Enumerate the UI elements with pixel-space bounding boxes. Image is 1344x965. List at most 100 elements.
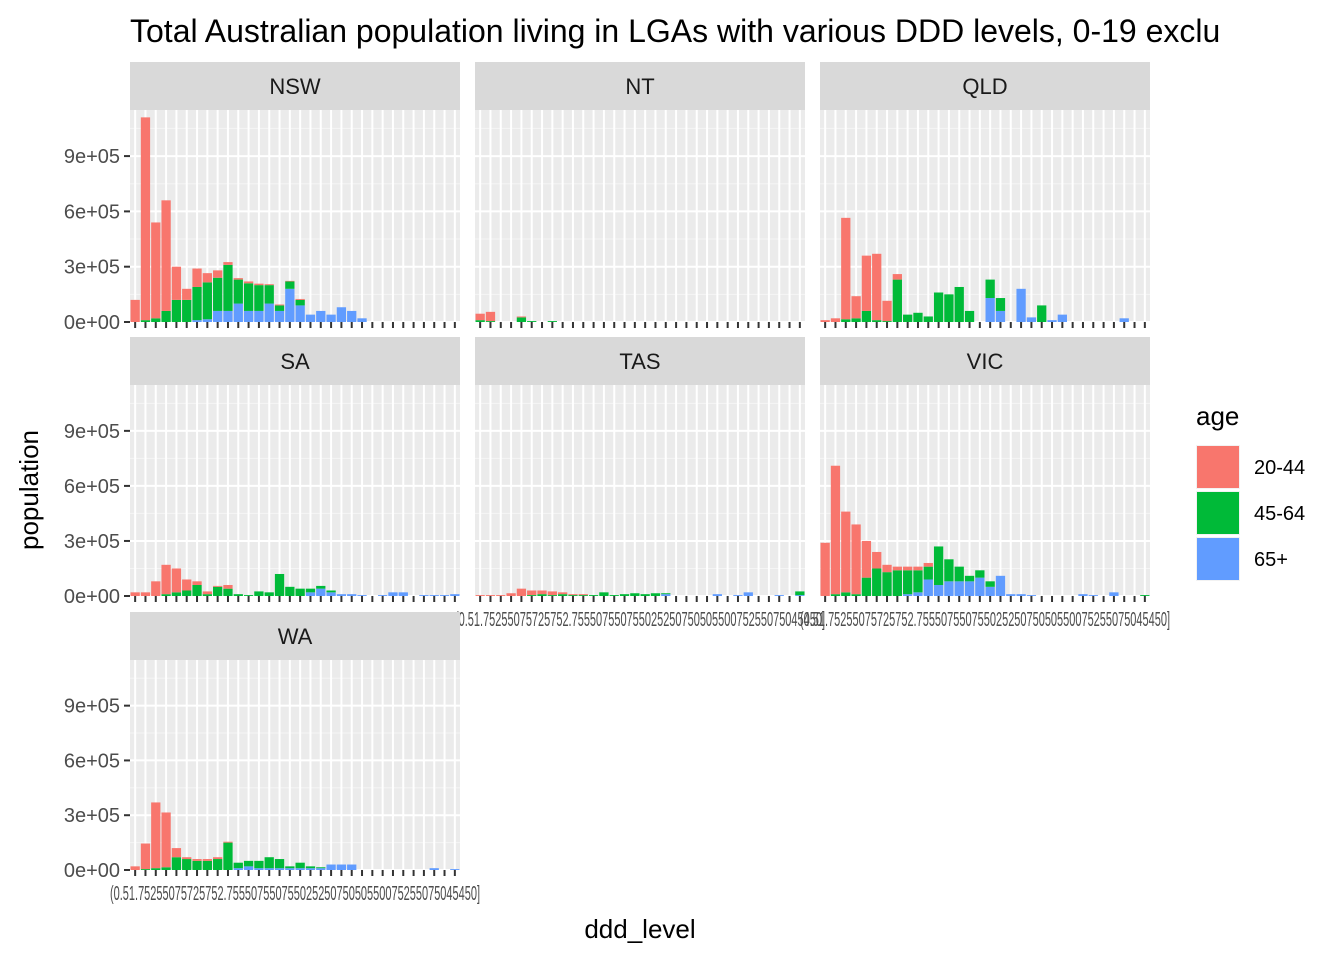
bar-wa-45-64-15 <box>285 866 295 869</box>
bar-nsw-65plus-9 <box>223 310 233 322</box>
bar-vic-45-64-10 <box>923 566 933 580</box>
bar-vic-45-64-14 <box>964 575 975 582</box>
bar-wa-45-64-2 <box>151 868 161 870</box>
bar-tas-20-44-1 <box>485 595 496 596</box>
bar-sa-45-64-4 <box>171 592 182 596</box>
bar-qld-45-64-17 <box>995 298 1006 311</box>
bar-sa-45-64-14 <box>274 573 285 596</box>
facets-layer: NSW 0e+00 3e+05 6e+05 9e+05 NT QLD SA 0e+00 3e+05… <box>64 62 1170 905</box>
bar-vic-45-64-3 <box>851 594 861 596</box>
bar-qld-20-44-3 <box>851 296 861 319</box>
bar-vic-20-44-10 <box>923 562 933 567</box>
bar-wa-65plus-20 <box>336 864 347 870</box>
bar-nsw-65plus-22 <box>357 318 367 322</box>
bar-nsw-65plus-13 <box>264 303 274 322</box>
bar-vic-20-44-6 <box>882 564 892 573</box>
bar-wa-65plus-16 <box>295 868 305 870</box>
bar-sa-45-64-13 <box>264 592 274 596</box>
bar-wa-45-64-3 <box>161 867 171 870</box>
bar-vic-45-64-9 <box>913 570 923 593</box>
bar-nt-45-64-5 <box>527 321 537 322</box>
bar-nt-45-64-4 <box>516 317 527 322</box>
bar-nt-20-44-1 <box>485 311 496 322</box>
bar-qld-20-44-7 <box>892 274 902 280</box>
bar-nsw-65plus-15 <box>285 288 295 322</box>
bar-nsw-45-64-9 <box>223 264 233 311</box>
bar-vic-45-64-11 <box>933 546 944 585</box>
facet-strip-label: TAS <box>619 349 660 374</box>
bar-wa-20-44-2 <box>151 802 161 869</box>
bar-sa-65plus-18 <box>316 588 326 596</box>
bar-wa-20-44-9 <box>223 841 233 843</box>
bar-wa-20-44-1 <box>140 843 151 870</box>
bar-vic-45-64-31 <box>1140 595 1150 596</box>
y-tick-label: 9e+05 <box>64 421 120 443</box>
bar-nsw-65plus-16 <box>295 305 305 322</box>
bar-vic-45-64-6 <box>882 572 892 596</box>
bar-nsw-45-64-4 <box>171 299 182 322</box>
bar-sa-45-64-8 <box>213 586 223 596</box>
bar-tas-45-64-12 <box>599 592 609 596</box>
bar-tas-65plus-18 <box>661 594 671 596</box>
bar-qld-45-64-12 <box>944 294 954 322</box>
bar-sa-20-44-2 <box>151 581 161 596</box>
y-tick-label: 0e+00 <box>64 860 120 882</box>
bar-tas-45-64-6 <box>537 594 547 596</box>
bar-nsw-20-44-16 <box>295 298 305 300</box>
legend-label-65plus: 65+ <box>1254 549 1288 571</box>
bar-nsw-65plus-6 <box>192 320 202 322</box>
y-tick-label: 3e+05 <box>64 805 120 827</box>
bar-tas-45-64-18 <box>661 593 671 595</box>
bar-nsw-20-44-13 <box>264 284 274 286</box>
bar-tas-65plus-25 <box>733 595 743 596</box>
bar-nsw-65plus-11 <box>243 310 254 322</box>
bar-nsw-20-44-2 <box>151 222 161 319</box>
y-axis-title: population <box>14 430 44 550</box>
legend: age 20-44 45-64 65+ <box>1196 401 1305 581</box>
bar-nsw-65plus-17 <box>305 314 316 322</box>
bar-vic-65plus-16 <box>985 586 995 596</box>
bar-vic-65plus-12 <box>944 581 954 596</box>
bar-vic-45-64-15 <box>975 570 985 578</box>
bar-sa-65plus-30 <box>439 595 450 596</box>
bar-qld-45-64-13 <box>954 286 964 322</box>
bar-nsw-45-64-2 <box>151 318 161 322</box>
bar-wa-20-44-7 <box>202 859 212 861</box>
bar-tas-45-64-10 <box>578 595 588 596</box>
bar-tas-20-44-6 <box>537 590 547 595</box>
bar-qld-65plus-16 <box>985 298 995 322</box>
bar-vic-65plus-9 <box>913 592 923 596</box>
bar-qld-45-64-7 <box>892 279 902 322</box>
facet-strip-label: NSW <box>269 74 321 99</box>
bar-wa-20-44-4 <box>171 848 182 858</box>
bar-sa-65plus-24 <box>378 595 388 596</box>
bar-tas-65plus-23 <box>712 594 722 596</box>
bar-nsw-20-44-6 <box>192 268 202 287</box>
bar-qld-45-64-5 <box>872 320 882 322</box>
y-tick-label: 9e+05 <box>64 696 120 718</box>
bar-qld-45-64-2 <box>841 319 851 322</box>
bar-vic-20-44-9 <box>913 566 923 571</box>
bar-vic-65plus-19 <box>1016 594 1026 596</box>
panel-background <box>130 385 460 596</box>
bar-vic-20-44-1 <box>830 465 841 595</box>
bar-wa-45-64-18 <box>316 867 326 869</box>
bar-nsw-20-44-7 <box>202 273 212 283</box>
bar-nsw-45-64-7 <box>202 282 212 320</box>
bar-vic-45-64-12 <box>944 559 954 582</box>
bar-wa-45-64-9 <box>223 842 233 870</box>
bar-tas-20-44-8 <box>558 592 568 595</box>
bar-qld-45-64-3 <box>851 318 861 322</box>
bar-tas-45-64-7 <box>547 595 557 596</box>
bar-qld-45-64-14 <box>964 310 975 322</box>
bar-tas-20-44-9 <box>568 594 578 596</box>
legend-label-45-64: 45-64 <box>1254 503 1305 525</box>
bar-nsw-45-64-3 <box>161 310 171 322</box>
bar-wa-45-64-8 <box>213 859 223 870</box>
bar-wa-65plus-21 <box>347 864 357 870</box>
bar-qld-65plus-17 <box>995 310 1006 322</box>
bar-vic-45-64-5 <box>872 568 882 596</box>
panel-background <box>130 660 460 870</box>
facet-strip-label: VIC <box>967 349 1004 374</box>
